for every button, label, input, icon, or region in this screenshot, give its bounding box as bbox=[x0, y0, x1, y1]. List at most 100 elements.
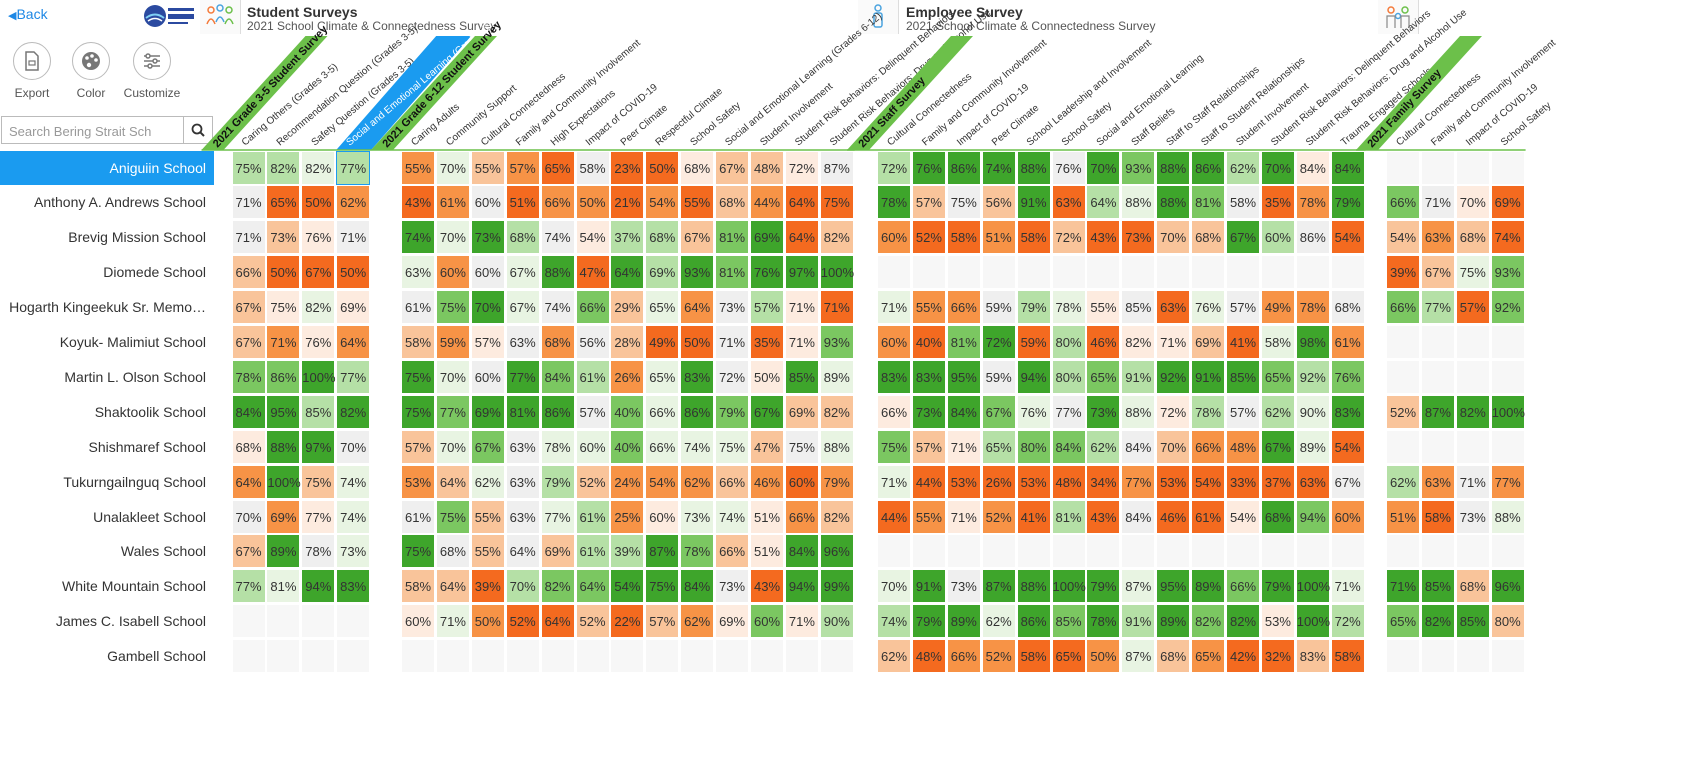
score-cell[interactable]: 89% bbox=[819, 359, 854, 394]
score-cell[interactable]: 72% bbox=[1330, 604, 1365, 639]
score-cell[interactable]: 77% bbox=[231, 569, 266, 604]
score-cell[interactable]: 85% bbox=[1121, 290, 1156, 325]
score-cell[interactable]: 85% bbox=[1051, 604, 1086, 639]
score-cell[interactable]: 44% bbox=[750, 185, 784, 220]
score-cell[interactable]: 55% bbox=[1086, 290, 1121, 325]
score-cell[interactable]: 75% bbox=[401, 534, 435, 569]
score-cell[interactable]: 64% bbox=[540, 604, 575, 639]
score-cell[interactable]: 92% bbox=[1490, 290, 1525, 325]
score-cell[interactable]: 67% bbox=[680, 220, 715, 255]
score-cell[interactable]: 91% bbox=[911, 569, 946, 604]
score-cell[interactable] bbox=[301, 639, 336, 674]
score-cell[interactable]: 81% bbox=[715, 220, 750, 255]
score-cell[interactable]: 64% bbox=[231, 464, 266, 499]
score-cell[interactable] bbox=[1386, 534, 1420, 569]
score-cell[interactable]: 67% bbox=[1226, 220, 1260, 255]
score-cell[interactable]: 80% bbox=[1051, 359, 1086, 394]
score-cell[interactable]: 41% bbox=[1016, 499, 1051, 534]
score-cell[interactable] bbox=[1260, 534, 1295, 569]
score-cell[interactable]: 67% bbox=[505, 255, 540, 290]
score-cell[interactable]: 66% bbox=[784, 499, 819, 534]
score-cell[interactable] bbox=[1191, 255, 1226, 290]
school-row-label[interactable]: Shishmaref School bbox=[88, 438, 206, 455]
score-cell[interactable] bbox=[540, 639, 575, 674]
score-cell[interactable]: 79% bbox=[540, 464, 575, 499]
score-cell[interactable]: 78% bbox=[877, 185, 911, 220]
score-cell[interactable]: 71% bbox=[266, 325, 301, 359]
score-cell[interactable]: 65% bbox=[266, 185, 301, 220]
score-cell[interactable]: 72% bbox=[715, 359, 750, 394]
score-cell[interactable]: 61% bbox=[1330, 325, 1365, 359]
score-cell[interactable]: 96% bbox=[1490, 569, 1525, 604]
score-cell[interactable]: 61% bbox=[575, 534, 610, 569]
score-cell[interactable]: 47% bbox=[750, 429, 784, 464]
score-cell[interactable]: 66% bbox=[715, 534, 750, 569]
score-cell[interactable]: 71% bbox=[715, 325, 750, 359]
score-cell[interactable]: 89% bbox=[946, 604, 981, 639]
score-cell[interactable]: 66% bbox=[1226, 569, 1260, 604]
score-cell[interactable]: 71% bbox=[435, 604, 470, 639]
score-cell[interactable]: 54% bbox=[1191, 464, 1226, 499]
score-cell[interactable]: 64% bbox=[784, 185, 819, 220]
score-cell[interactable]: 61% bbox=[575, 359, 610, 394]
score-cell[interactable]: 75% bbox=[946, 185, 981, 220]
score-cell[interactable]: 62% bbox=[336, 185, 371, 220]
score-cell[interactable]: 75% bbox=[301, 464, 336, 499]
score-cell[interactable]: 72% bbox=[877, 150, 911, 185]
score-cell[interactable]: 53% bbox=[1260, 604, 1295, 639]
score-cell[interactable]: 68% bbox=[1260, 499, 1295, 534]
score-cell[interactable]: 64% bbox=[784, 220, 819, 255]
score-cell[interactable]: 60% bbox=[470, 359, 505, 394]
score-cell[interactable]: 60% bbox=[784, 464, 819, 499]
score-cell[interactable]: 87% bbox=[981, 569, 1016, 604]
score-cell[interactable]: 94% bbox=[1295, 499, 1330, 534]
score-cell[interactable]: 46% bbox=[1156, 499, 1191, 534]
score-cell[interactable]: 66% bbox=[946, 639, 981, 674]
score-cell[interactable]: 65% bbox=[645, 359, 680, 394]
score-cell[interactable]: 84% bbox=[540, 359, 575, 394]
score-cell[interactable]: 60% bbox=[1330, 499, 1365, 534]
score-cell[interactable]: 97% bbox=[784, 255, 819, 290]
score-cell[interactable]: 82% bbox=[819, 394, 854, 429]
score-cell[interactable]: 89% bbox=[1191, 569, 1226, 604]
score-cell[interactable]: 54% bbox=[1386, 220, 1420, 255]
score-cell[interactable]: 63% bbox=[505, 429, 540, 464]
score-cell[interactable]: 49% bbox=[1260, 290, 1295, 325]
score-cell[interactable]: 78% bbox=[1295, 290, 1330, 325]
score-cell[interactable]: 79% bbox=[1260, 569, 1295, 604]
score-cell[interactable]: 74% bbox=[540, 220, 575, 255]
score-cell[interactable]: 74% bbox=[680, 429, 715, 464]
score-cell[interactable] bbox=[1086, 534, 1121, 569]
score-cell[interactable]: 70% bbox=[435, 429, 470, 464]
score-cell[interactable] bbox=[610, 639, 645, 674]
score-cell[interactable]: 70% bbox=[877, 569, 911, 604]
score-cell[interactable]: 39% bbox=[1386, 255, 1420, 290]
score-cell[interactable]: 43% bbox=[750, 569, 784, 604]
score-cell[interactable]: 88% bbox=[1156, 150, 1191, 185]
score-cell[interactable]: 83% bbox=[1295, 639, 1330, 674]
score-cell[interactable]: 88% bbox=[819, 429, 854, 464]
score-cell[interactable]: 64% bbox=[435, 464, 470, 499]
score-cell[interactable]: 63% bbox=[1420, 464, 1455, 499]
score-cell[interactable]: 75% bbox=[784, 429, 819, 464]
score-cell[interactable]: 64% bbox=[435, 569, 470, 604]
score-cell[interactable]: 47% bbox=[575, 255, 610, 290]
score-cell[interactable]: 52% bbox=[505, 604, 540, 639]
score-cell[interactable]: 72% bbox=[784, 150, 819, 185]
score-cell[interactable]: 76% bbox=[301, 220, 336, 255]
score-cell[interactable]: 64% bbox=[1086, 185, 1121, 220]
score-cell[interactable]: 56% bbox=[981, 185, 1016, 220]
score-cell[interactable]: 59% bbox=[435, 325, 470, 359]
score-cell[interactable]: 78% bbox=[301, 534, 336, 569]
score-cell[interactable] bbox=[1016, 255, 1051, 290]
score-cell[interactable]: 77% bbox=[1121, 464, 1156, 499]
score-cell[interactable]: 71% bbox=[946, 499, 981, 534]
score-cell[interactable]: 52% bbox=[575, 464, 610, 499]
score-cell[interactable]: 48% bbox=[1226, 429, 1260, 464]
score-cell[interactable]: 48% bbox=[750, 150, 784, 185]
score-cell[interactable]: 71% bbox=[877, 290, 911, 325]
score-cell[interactable]: 50% bbox=[575, 185, 610, 220]
score-cell[interactable]: 68% bbox=[1455, 220, 1490, 255]
score-cell[interactable]: 91% bbox=[1121, 359, 1156, 394]
score-cell[interactable] bbox=[1490, 150, 1525, 185]
